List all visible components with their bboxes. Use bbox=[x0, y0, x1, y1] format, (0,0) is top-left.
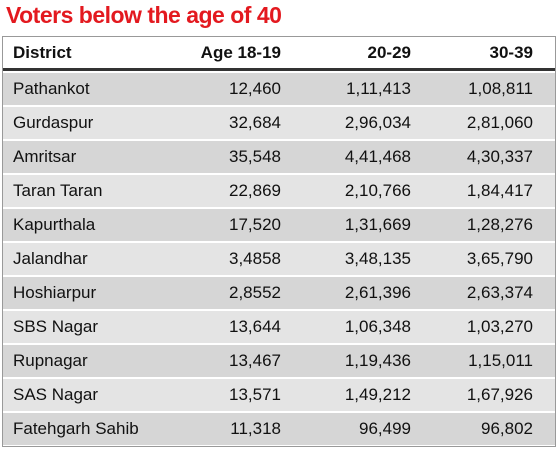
value-cell: 17,520 bbox=[229, 215, 281, 234]
value-cell: 4,41,468 bbox=[344, 147, 411, 166]
value-cell: 96,499 bbox=[359, 419, 411, 438]
value-cell: 22,869 bbox=[229, 181, 281, 200]
district-cell: Rupnagar bbox=[13, 351, 88, 370]
value-cell: 11,318 bbox=[230, 419, 281, 438]
value-cell: 1,03,270 bbox=[466, 317, 533, 336]
table-row: SAS Nagar 13,571 1,49,212 1,67,926 bbox=[3, 379, 555, 411]
value-cell: 1,06,348 bbox=[344, 317, 411, 336]
value-cell: 32,684 bbox=[229, 113, 281, 132]
value-cell: 2,61,396 bbox=[344, 283, 411, 302]
value-cell: 1,19,436 bbox=[344, 351, 411, 370]
table: District Age 18-19 20-29 30-39 Pathankot 12,4… bbox=[2, 36, 556, 447]
value-cell: 3,4858 bbox=[229, 249, 281, 268]
value-cell: 96,802 bbox=[481, 419, 533, 438]
value-cell: 2,81,060 bbox=[466, 113, 533, 132]
header-cell: Age 18-19 bbox=[200, 43, 281, 62]
table-row: Fatehgarh Sahib 11,318 96,499 96,802 bbox=[3, 413, 555, 445]
value-cell: 13,467 bbox=[229, 351, 281, 370]
table-row: Rupnagar 13,467 1,19,436 1,15,011 bbox=[3, 345, 555, 377]
district-cell: Gurdaspur bbox=[13, 113, 94, 132]
table-row: Pathankot 12,460 1,11,413 1,08,811 bbox=[3, 73, 555, 105]
district-cell: Hoshiarpur bbox=[13, 283, 97, 302]
header-cell: 20-29 bbox=[367, 43, 411, 62]
value-cell: 3,65,790 bbox=[466, 249, 533, 268]
table-row: Gurdaspur 32,684 2,96,034 2,81,060 bbox=[3, 107, 555, 139]
value-cell: 2,8552 bbox=[229, 283, 281, 302]
value-cell: 2,63,374 bbox=[466, 283, 533, 302]
value-cell: 1,31,669 bbox=[344, 215, 411, 234]
value-cell: 1,15,011 bbox=[468, 351, 533, 370]
table-row: Kapurthala 17,520 1,31,669 1,28,276 bbox=[3, 209, 555, 241]
header-cell: 30-39 bbox=[489, 43, 533, 62]
table-row: Hoshiarpur 2,8552 2,61,396 2,63,374 bbox=[3, 277, 555, 309]
value-cell: 13,644 bbox=[229, 317, 281, 336]
table-row: Taran Taran 22,869 2,10,766 1,84,417 bbox=[3, 175, 555, 207]
table-row: Amritsar 35,548 4,41,468 4,30,337 bbox=[3, 141, 555, 173]
value-cell: 1,67,926 bbox=[466, 385, 533, 404]
value-cell: 1,49,212 bbox=[344, 385, 411, 404]
title: Voters below the age of 40 bbox=[6, 2, 282, 28]
district-cell: Pathankot bbox=[13, 79, 90, 98]
district-cell: Fatehgarh Sahib bbox=[13, 419, 139, 438]
header-row: District Age 18-19 20-29 30-39 bbox=[3, 37, 555, 71]
district-cell: Kapurthala bbox=[13, 215, 96, 234]
value-cell: 12,460 bbox=[229, 79, 281, 98]
table-row: Jalandhar 3,4858 3,48,135 3,65,790 bbox=[3, 243, 555, 275]
district-cell: SAS Nagar bbox=[13, 385, 99, 404]
value-cell: 2,96,034 bbox=[344, 113, 411, 132]
value-cell: 4,30,337 bbox=[466, 147, 533, 166]
value-cell: 3,48,135 bbox=[344, 249, 411, 268]
value-cell: 2,10,766 bbox=[344, 181, 411, 200]
district-cell: SBS Nagar bbox=[13, 317, 99, 336]
value-cell: 35,548 bbox=[229, 147, 281, 166]
value-cell: 1,11,413 bbox=[346, 79, 411, 98]
district-cell: Taran Taran bbox=[13, 181, 103, 200]
value-cell: 13,571 bbox=[229, 385, 281, 404]
header-cell: District bbox=[13, 43, 72, 62]
table-row: SBS Nagar 13,644 1,06,348 1,03,270 bbox=[3, 311, 555, 343]
value-cell: 1,28,276 bbox=[466, 215, 533, 234]
district-cell: Jalandhar bbox=[13, 249, 88, 268]
value-cell: 1,08,811 bbox=[468, 79, 533, 98]
district-cell: Amritsar bbox=[13, 147, 77, 166]
value-cell: 1,84,417 bbox=[466, 181, 533, 200]
